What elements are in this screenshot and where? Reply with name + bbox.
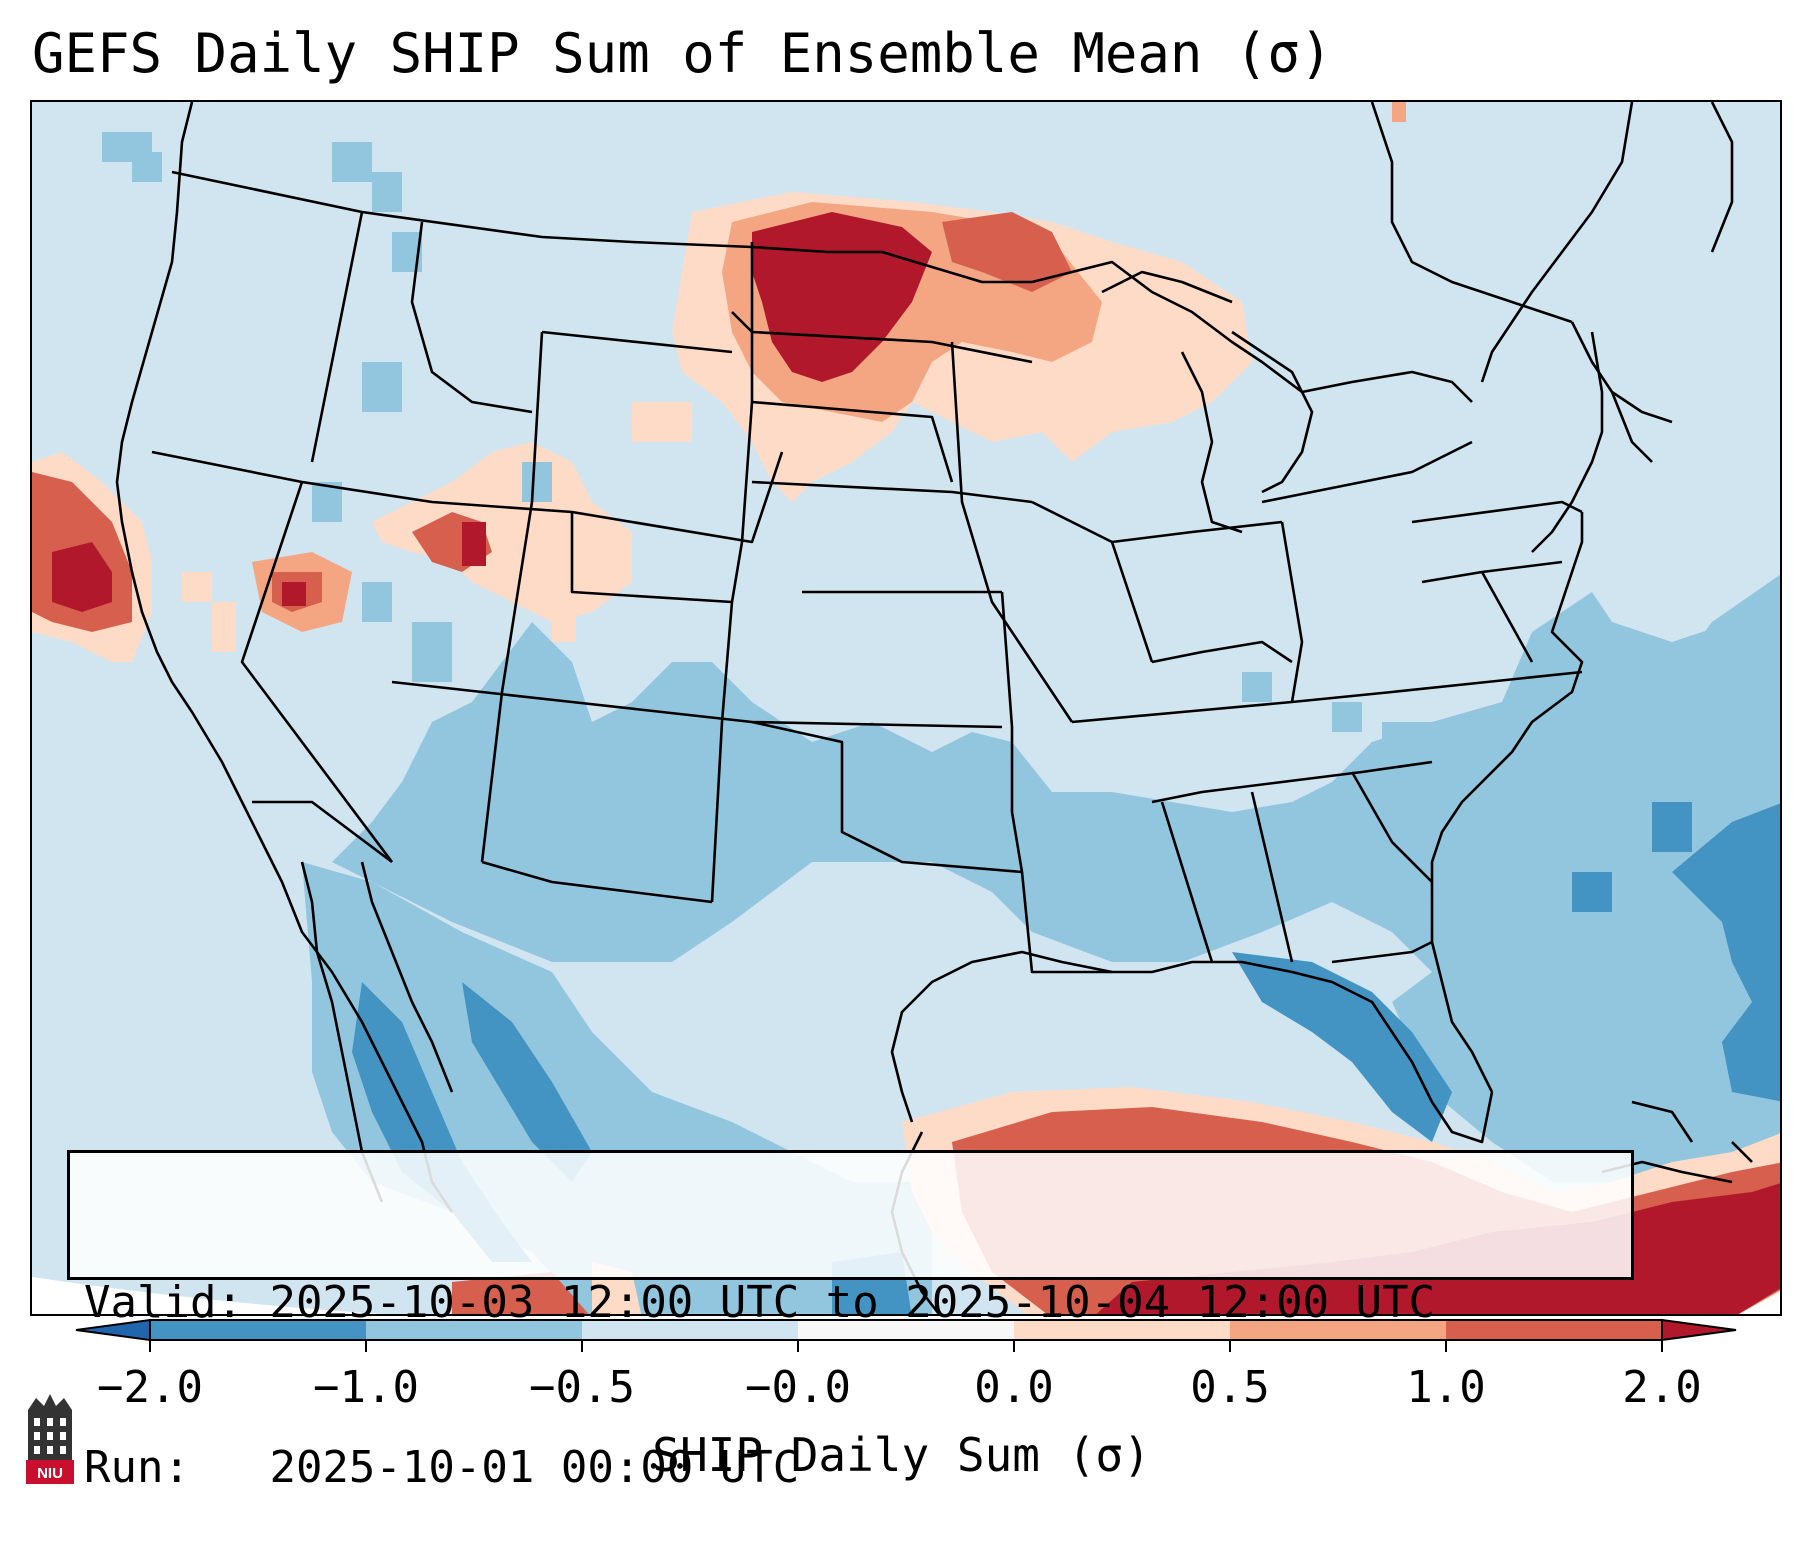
anomaly-pos-rockies <box>372 442 632 622</box>
map-borders <box>115 102 1753 1314</box>
colorbar-tick-label: 0.5 <box>1190 1362 1270 1413</box>
colorbar-tick-label: −1.0 <box>313 1362 419 1413</box>
run-row: Run: 2025-10-01 00:00 UTC <box>84 1440 1617 1495</box>
map-panel <box>30 100 1782 1316</box>
map-title: GEFS Daily SHIP Sum of Ensemble Mean (σ) <box>32 22 1333 85</box>
niu-logo-icon: NIU <box>26 1394 74 1484</box>
run-time: 2025-10-01 00:00 UTC <box>269 1442 800 1493</box>
run-label: Run: <box>84 1442 190 1493</box>
anomaly-strong-neg-atlantic <box>1672 803 1780 1102</box>
colorbar-tick-label: −2.0 <box>97 1362 203 1413</box>
colorbar-tick-label: 2.0 <box>1622 1362 1702 1413</box>
valid-time-box: Valid: 2025-10-03 12:00 UTC to 2025-10-0… <box>67 1150 1634 1493</box>
valid-row: Valid: 2025-10-03 12:00 UTC to 2025-10-0… <box>84 1275 1617 1330</box>
colorbar-tick-label: 0.0 <box>974 1362 1054 1413</box>
colorbar-extend-high <box>1661 1318 1737 1342</box>
colorbar-tick-label: −0.0 <box>745 1362 851 1413</box>
colorbar-tick-label: 1.0 <box>1406 1362 1486 1413</box>
logo-text: NIU <box>37 1465 63 1482</box>
anomaly-strong-neg-baja <box>352 982 532 1262</box>
colorbar-label: SHIP Daily Sum (σ) <box>652 1428 1151 1482</box>
valid-range: 2025-10-03 12:00 UTC to 2025-10-04 12:00… <box>269 1277 1436 1328</box>
projection-edge <box>32 1277 383 1314</box>
colorbar-tick-label: −0.5 <box>529 1362 635 1413</box>
anomaly-strong-neg-sierra <box>462 982 592 1182</box>
anomaly-strong-neg-gulf <box>1232 952 1452 1142</box>
valid-label: Valid: <box>84 1277 243 1328</box>
